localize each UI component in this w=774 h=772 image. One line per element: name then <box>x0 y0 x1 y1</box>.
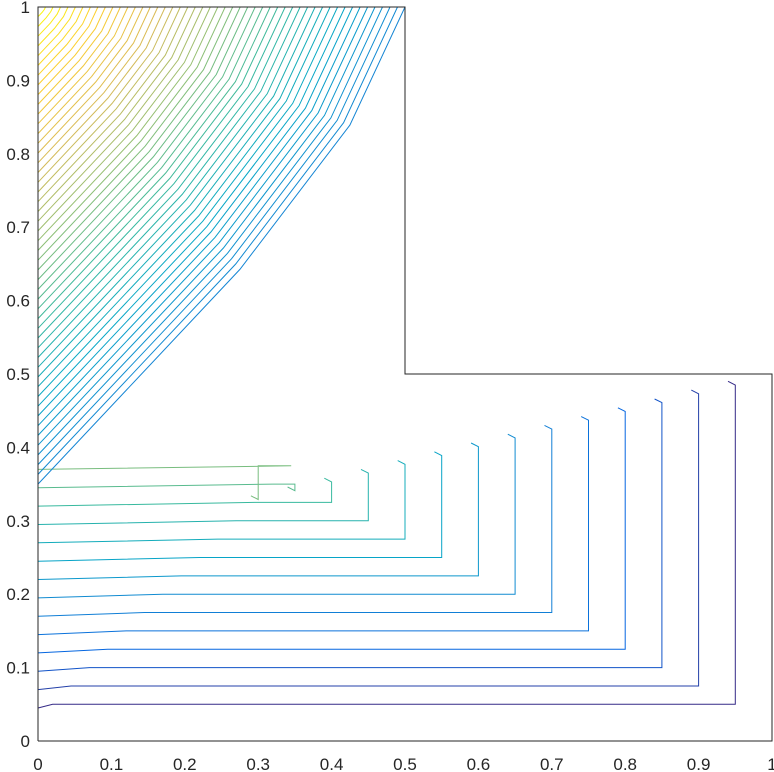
contour-inner-4 <box>37 6 376 446</box>
contour-inner-26 <box>37 6 211 232</box>
x-tick-label: 0.6 <box>467 755 491 772</box>
x-tick-label: 0.7 <box>540 755 564 772</box>
y-tick-label: 1 <box>21 0 30 17</box>
contour-inner-5 <box>37 6 369 436</box>
contour-inner-17 <box>37 6 279 319</box>
contour-outer-0 <box>37 380 736 709</box>
contour-outer-9 <box>37 460 406 544</box>
contour-inner-9 <box>37 6 339 397</box>
contour-inner-0 <box>37 6 406 485</box>
contour-inner-18 <box>37 6 271 310</box>
x-tick-label: 0.5 <box>393 755 417 772</box>
y-tick-label: 0.9 <box>6 71 30 90</box>
contour-outer-1 <box>37 389 700 691</box>
contour-inner-24 <box>37 6 226 251</box>
contour-inner-42 <box>37 6 91 76</box>
y-tick-label: 0.1 <box>6 659 30 678</box>
contour-outer-11 <box>37 477 333 507</box>
contour-inner-12 <box>37 6 316 368</box>
contour-outer-12 <box>37 483 296 492</box>
contour-outer-6 <box>37 433 516 599</box>
contour-inner-15 <box>37 6 294 339</box>
contour-inner-36 <box>37 6 136 134</box>
y-tick-label: 0.8 <box>6 145 30 164</box>
contour-inner-3 <box>37 6 383 456</box>
contour-inner-8 <box>37 6 346 407</box>
contour-inner-45 <box>37 6 69 47</box>
contour-inner-46 <box>37 6 61 37</box>
contour-inner-34 <box>37 6 151 154</box>
contour-inner-38 <box>37 6 121 115</box>
x-axis-ticks: 0 0.1 0.2 0.3 0.4 0.5 0.6 0.7 0.8 0.9 1 <box>33 755 774 772</box>
contour-inner-33 <box>37 6 159 164</box>
contour-inner-13 <box>37 6 309 358</box>
contour-inner-47 <box>37 6 54 27</box>
contour-inner-41 <box>37 6 99 86</box>
x-tick-label: 1 <box>767 755 774 772</box>
contour-outer-3 <box>37 407 626 654</box>
contour-outer-2 <box>37 398 663 672</box>
contour-inner-10 <box>37 6 331 388</box>
contour-inner-7 <box>37 6 354 417</box>
contour-inner-28 <box>37 6 196 212</box>
contour-inner-14 <box>37 6 301 349</box>
contour-inner-19 <box>37 6 264 300</box>
contour-outer-4 <box>37 416 589 636</box>
contour-inner-2 <box>37 6 391 465</box>
y-tick-label: 0.2 <box>6 585 30 604</box>
contour-inner-16 <box>37 6 286 329</box>
x-tick-label: 0.9 <box>687 755 711 772</box>
contour-inner-40 <box>37 6 106 95</box>
y-tick-label: 0.7 <box>6 218 30 237</box>
x-tick-label: 0.8 <box>613 755 637 772</box>
contour-inner-48 <box>37 6 46 18</box>
contour-inner-37 <box>37 6 129 125</box>
contour-inner-22 <box>37 6 241 271</box>
contour-inner-43 <box>37 6 84 66</box>
contour-inner-20 <box>37 6 256 290</box>
y-tick-label: 0.4 <box>6 438 30 457</box>
contour-outer-13 <box>37 465 292 501</box>
y-tick-label: 0 <box>21 732 30 751</box>
x-tick-label: 0 <box>33 755 42 772</box>
contour-inner-21 <box>37 6 249 280</box>
contour-outer-7 <box>37 442 479 580</box>
x-tick-label: 0.1 <box>100 755 124 772</box>
y-tick-label: 0.6 <box>6 292 30 311</box>
contour-inner-32 <box>37 6 166 173</box>
contour-inner-27 <box>37 6 204 222</box>
contour-inner-39 <box>37 6 114 105</box>
y-tick-label: 0.5 <box>6 365 30 384</box>
domain-boundary <box>37 6 773 742</box>
contour-inner-35 <box>37 6 144 144</box>
contour-inner-11 <box>37 6 324 378</box>
contour-outer-8 <box>37 451 443 562</box>
contour-inner-30 <box>37 6 181 193</box>
contour-inner-44 <box>37 6 76 57</box>
contour-inner-31 <box>37 6 174 183</box>
x-tick-label: 0.2 <box>173 755 197 772</box>
contour-inner-6 <box>37 6 361 427</box>
y-axis-ticks: 0 0.1 0.2 0.3 0.4 0.5 0.6 0.7 0.8 0.9 1 <box>6 0 30 751</box>
x-tick-label: 0.3 <box>246 755 270 772</box>
y-tick-label: 0.3 <box>6 512 30 531</box>
contour-lines <box>37 6 736 709</box>
contour-inner-1 <box>37 6 398 475</box>
contour-inner-23 <box>37 6 234 261</box>
contour-outer-5 <box>37 424 553 617</box>
contour-outer-10 <box>37 468 369 525</box>
contour-inner-29 <box>37 6 189 203</box>
x-tick-label: 0.4 <box>320 755 344 772</box>
contour-inner-25 <box>37 6 219 242</box>
